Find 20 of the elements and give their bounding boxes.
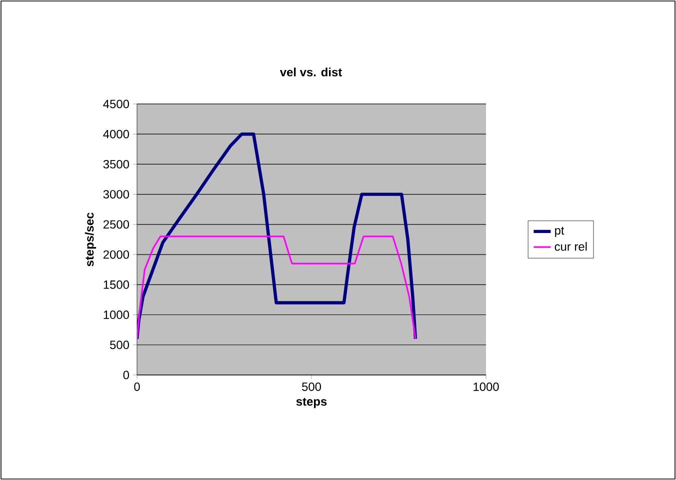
y-tick-label: 2500 — [103, 220, 130, 229]
line-series — [137, 132, 418, 340]
y-tick-label: 1000 — [104, 310, 130, 319]
y-tick-label: 3500 — [103, 160, 130, 168]
x-tick-label: 500 — [302, 382, 322, 391]
y-axis-title: steps/sec — [84, 212, 96, 266]
legend-label: pt — [555, 226, 564, 238]
y-tick-label: 4500 — [103, 100, 130, 108]
x-tick-label: 1000 — [474, 382, 499, 391]
y-tick-label: 2000 — [103, 250, 130, 259]
x-tick-label: 0 — [134, 382, 140, 391]
chart-title: vel vs. dist — [280, 68, 342, 76]
x-axis-title: steps — [296, 398, 327, 408]
y-tick-label: 0 — [123, 370, 130, 380]
y-tick-label: 4000 — [103, 130, 130, 138]
y-tick-label: 3000 — [103, 190, 130, 199]
y-tick-label: 1500 — [104, 280, 130, 289]
y-tick-label: 500 — [110, 340, 130, 350]
legend-label: cur rel — [554, 242, 587, 251]
line-series — [137, 236, 416, 340]
